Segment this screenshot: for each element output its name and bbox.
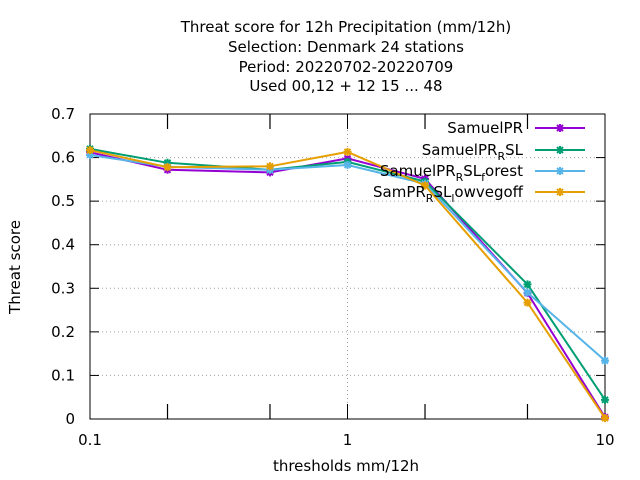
- grid: [90, 114, 605, 419]
- legend-marker: [556, 124, 564, 132]
- title-line-4: Used 00,12 + 12 15 ... 48: [249, 77, 442, 95]
- y-axis-ticks: 0 0.1 0.2 0.3 0.4 0.5 0.6 0.7: [51, 105, 605, 428]
- legend-label: SamuelPRRSL: [422, 141, 524, 163]
- legend-marker: [556, 146, 564, 154]
- y-tick-label: 0.6: [51, 149, 75, 167]
- data-point: [523, 280, 532, 289]
- series-line: [89, 154, 606, 362]
- y-tick-label: 0.7: [51, 105, 75, 123]
- series-lines: [86, 144, 609, 423]
- x-axis-label: thresholds mm/12h: [273, 457, 419, 475]
- x-tick-label: 1: [343, 431, 353, 449]
- y-tick-label: 0: [65, 410, 75, 428]
- data-point: [523, 298, 532, 307]
- data-point: [343, 160, 352, 169]
- data-point: [601, 414, 609, 423]
- title-line-1: Threat score for 12h Precipitation (mm/1…: [180, 18, 512, 36]
- data-point: [523, 288, 532, 297]
- y-tick-label: 0.2: [51, 323, 75, 341]
- data-point: [163, 163, 172, 172]
- x-axis-ticks: 0.1 1 10: [78, 114, 615, 449]
- y-tick-label: 0.3: [51, 279, 75, 297]
- data-point: [86, 146, 94, 155]
- y-axis-label: Threat score: [6, 220, 24, 315]
- y-tick-label: 0.1: [51, 366, 75, 384]
- data-point: [265, 162, 274, 171]
- data-point: [601, 356, 609, 365]
- data-point: [86, 150, 94, 159]
- legend-label: SamPRRSLlowvegoff: [373, 183, 524, 205]
- y-tick-label: 0.5: [51, 192, 75, 210]
- legend-entry-4: SamPRRSLlowvegoff: [373, 183, 585, 205]
- legend-entry-3: SamuelPRRSLforest: [380, 162, 585, 184]
- x-tick-label: 10: [595, 431, 614, 449]
- data-point: [343, 147, 352, 156]
- legend-marker: [556, 188, 564, 196]
- legend-entry-1: SamuelPR: [447, 119, 585, 137]
- series-3: [86, 150, 609, 365]
- data-point: [601, 395, 609, 404]
- legend-label: SamuelPR: [447, 119, 523, 137]
- legend-entry-2: SamuelPRRSL: [422, 141, 585, 163]
- legend-marker: [556, 167, 564, 175]
- legend-label: SamuelPRRSLforest: [380, 162, 523, 184]
- title-line-2: Selection: Denmark 24 stations: [228, 38, 464, 56]
- title-line-3: Period: 20220702-20220709: [239, 58, 454, 76]
- chart-title: Threat score for 12h Precipitation (mm/1…: [180, 18, 512, 95]
- data-point: [421, 181, 430, 190]
- y-tick-label: 0.4: [51, 236, 75, 254]
- series-4: [86, 146, 609, 423]
- legend: SamuelPR SamuelPRRSLSamuelPRRSLforestSamP…: [373, 119, 585, 205]
- x-tick-label: 0.1: [78, 431, 102, 449]
- plot-frame: [89, 113, 606, 420]
